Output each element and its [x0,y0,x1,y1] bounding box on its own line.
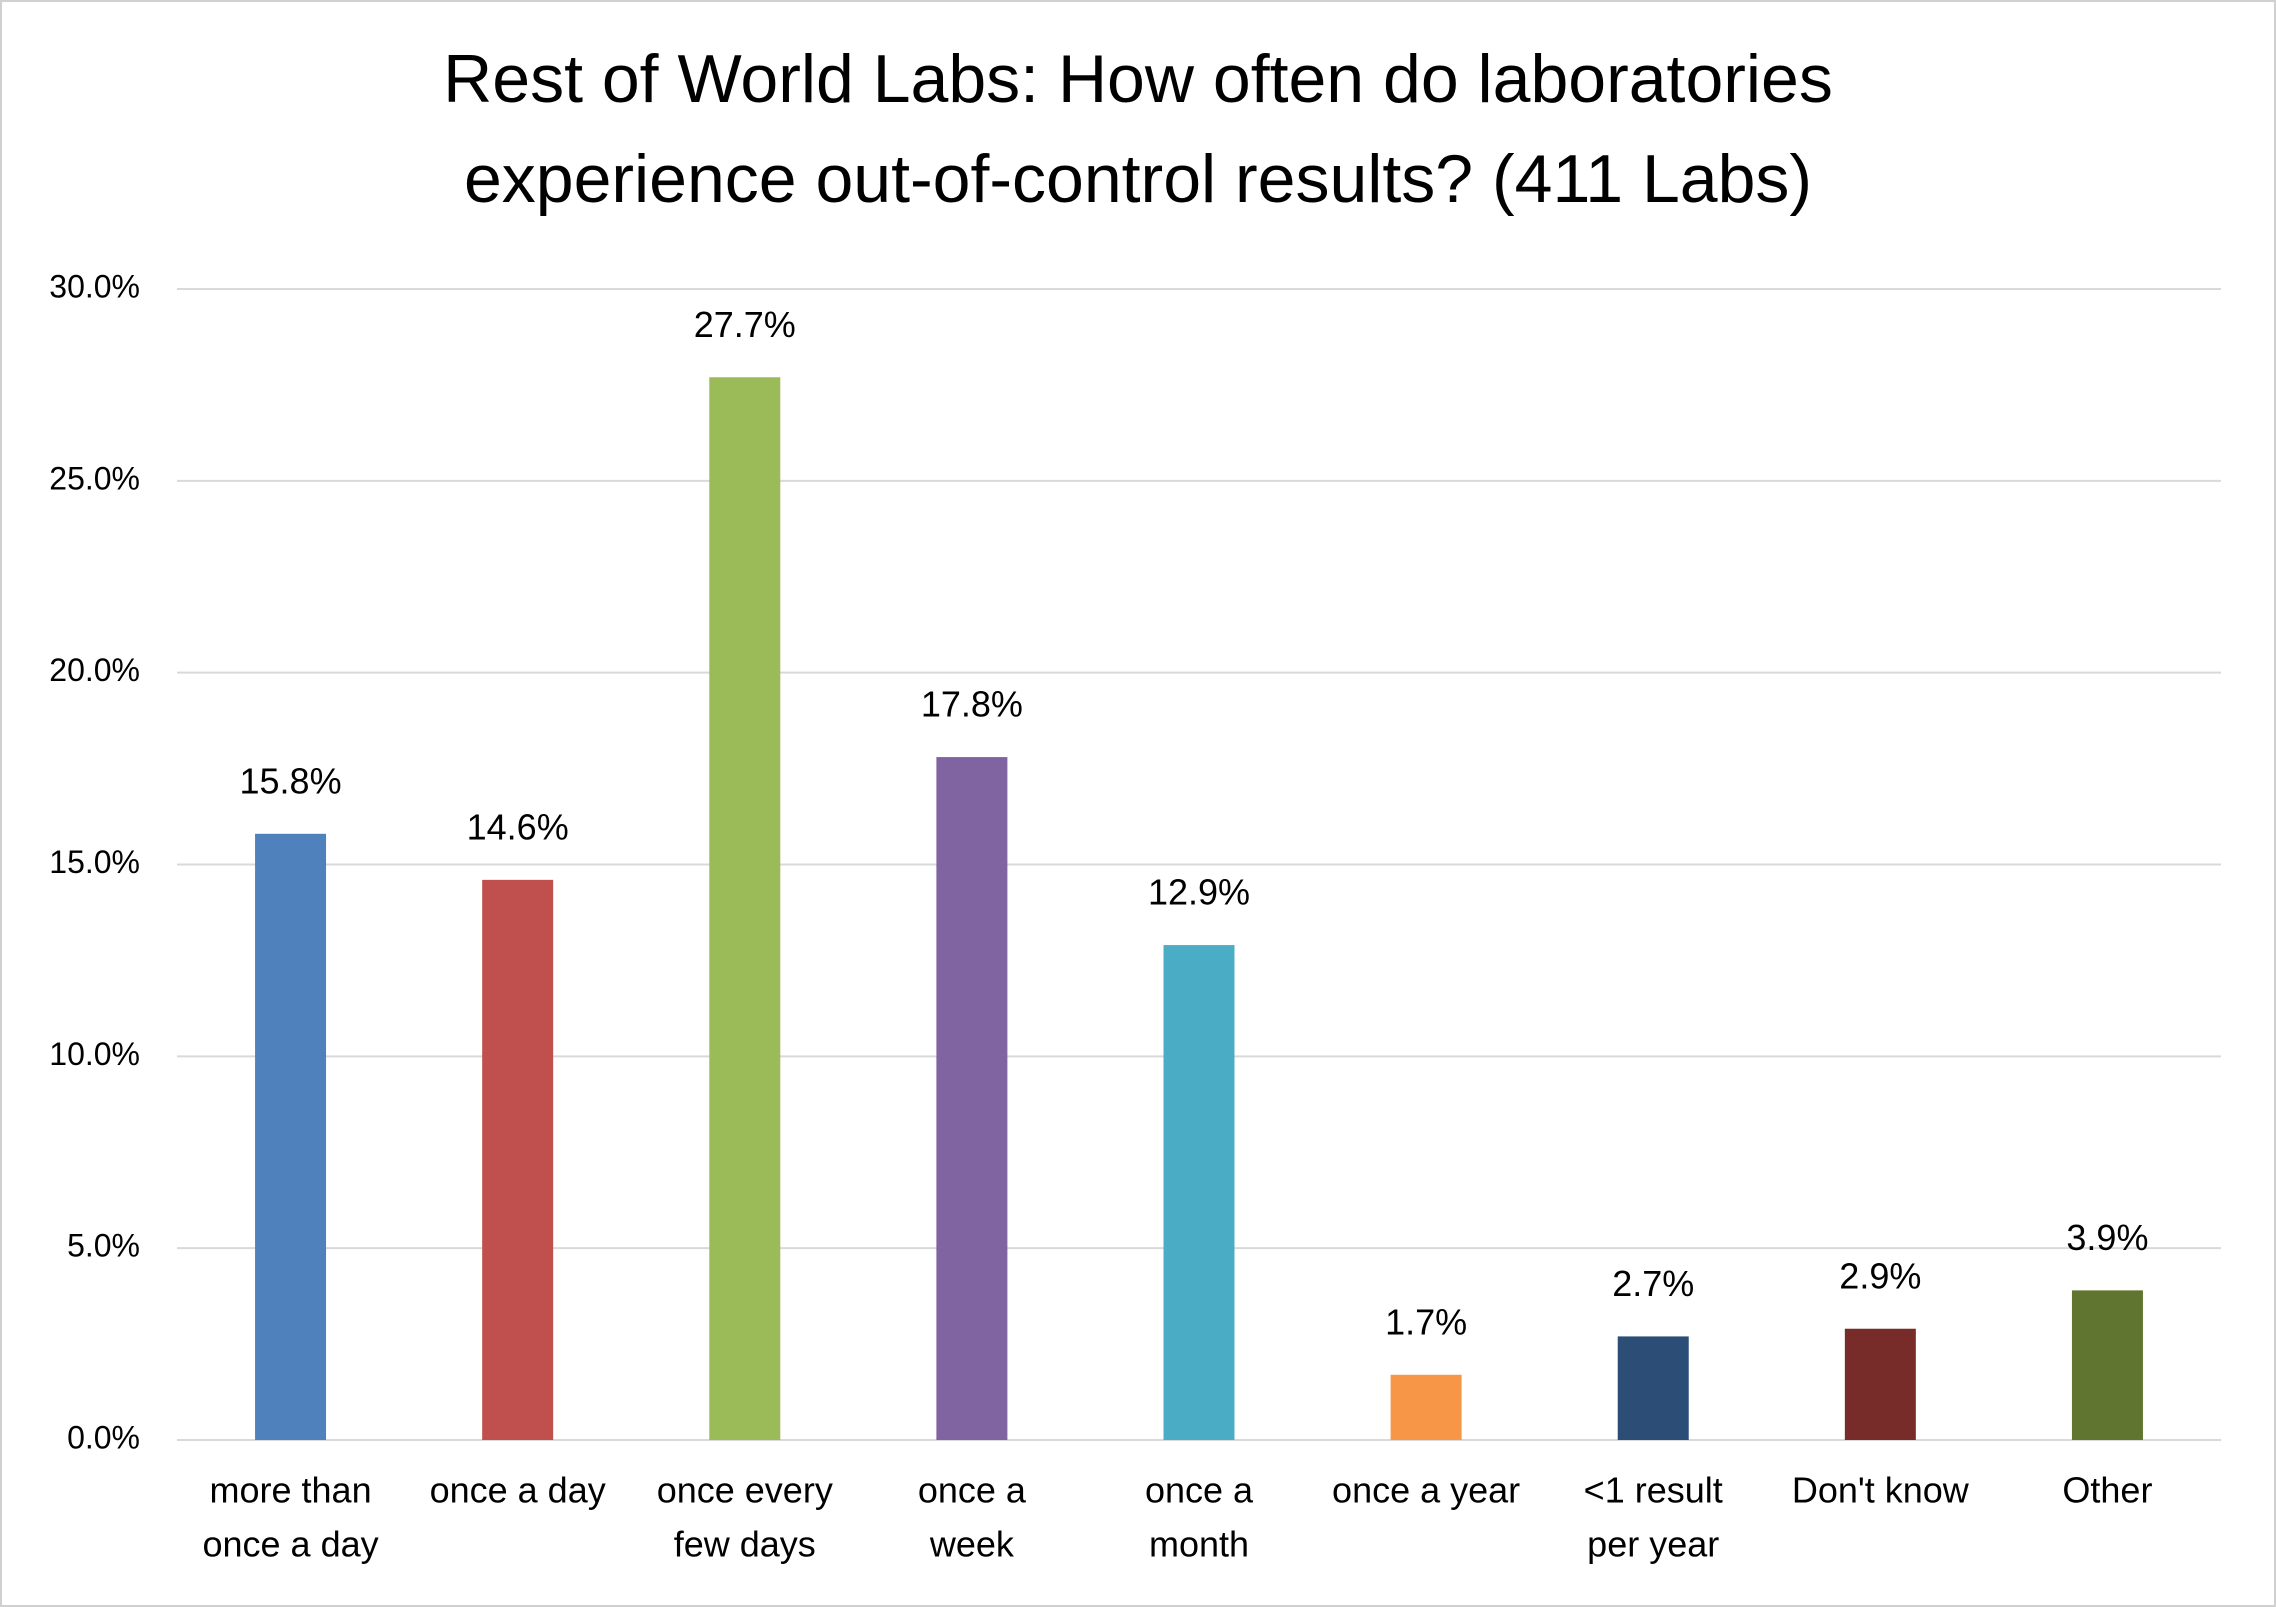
x-tick-label: once a day [202,1524,378,1565]
value-label: 12.9% [1148,872,1250,913]
value-label: 1.7% [1385,1301,1467,1342]
value-label: 14.6% [467,806,569,847]
x-tick-label: once a day [430,1470,606,1511]
chart-title: Rest of World Labs: How often do laborat… [443,41,1833,117]
value-label: 15.8% [240,760,342,801]
value-label: 27.7% [694,304,796,345]
y-tick-label: 30.0% [49,268,140,304]
bar [1844,1328,1916,1440]
x-tick-label: once a [918,1470,1027,1511]
x-tick-label: once a [1145,1470,1254,1511]
bar [1617,1336,1689,1440]
bar [709,377,781,1440]
x-tick-label: <1 result [1584,1470,1723,1511]
value-label: 17.8% [921,684,1023,725]
x-tick-label: Other [2062,1470,2152,1511]
y-tick-label: 10.0% [49,1036,140,1072]
x-tick-label: once every [657,1470,833,1511]
x-tick-label: month [1149,1524,1249,1565]
x-tick-label: few days [674,1524,816,1565]
value-label: 3.9% [2066,1217,2148,1258]
bar [2071,1290,2143,1440]
y-tick-label: 0.0% [67,1419,140,1455]
y-tick-label: 15.0% [49,844,140,880]
y-tick-label: 20.0% [49,652,140,688]
bar [936,757,1008,1440]
value-label: 2.7% [1612,1263,1694,1304]
bar [1390,1374,1462,1440]
bar [1163,945,1235,1440]
bar [255,833,327,1440]
x-tick-label: more than [210,1470,372,1511]
x-tick-label: Don't know [1792,1470,1970,1511]
y-tick-label: 5.0% [67,1228,140,1264]
bar [482,879,554,1440]
value-label: 2.9% [1839,1255,1921,1296]
y-tick-label: 25.0% [49,460,140,496]
x-tick-label: week [929,1524,1015,1565]
x-tick-label: per year [1587,1524,1719,1565]
x-tick-label: once a year [1332,1470,1520,1511]
chart-title: experience out-of-control results? (411 … [464,141,1812,217]
